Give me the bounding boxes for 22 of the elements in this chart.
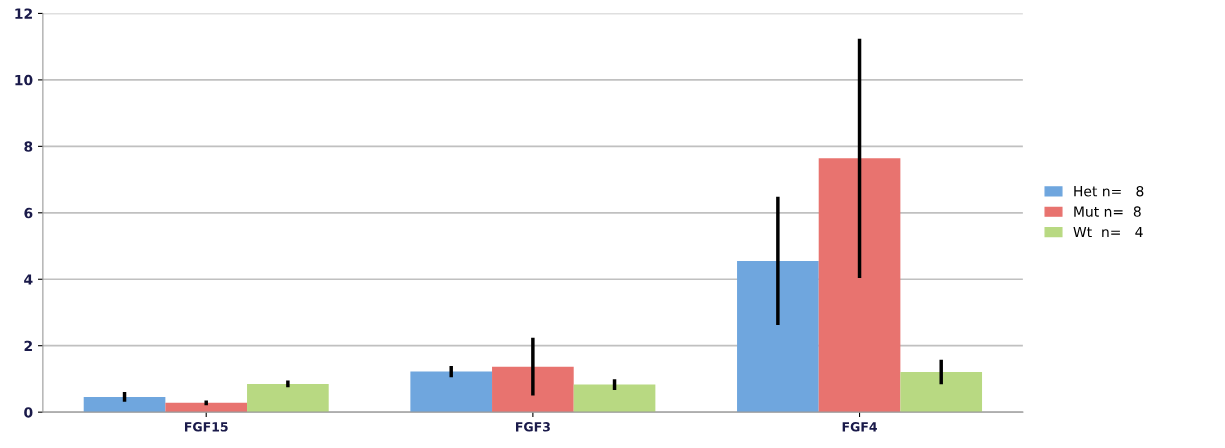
bar [410,371,493,413]
y-tick-label: 8 [24,141,33,152]
legend-label: Wt n= 4 [1073,226,1143,238]
legend-label: Mut n= 8 [1074,206,1141,217]
legend-label: Het n= 8 [1074,185,1144,197]
bar [492,366,574,413]
x-tick-label: FGF4 [842,422,877,432]
bar [165,402,248,413]
bar [247,383,329,413]
bar [818,158,901,413]
x-tick-label: FGF15 [184,422,228,432]
y-tick-label: 10 [15,74,33,86]
x-tick-label: FGF3 [516,422,550,432]
y-tick-label: 2 [24,340,32,351]
bar [573,384,656,413]
y-tick-label: 12 [15,8,32,19]
bar [900,371,983,413]
y-tick-label: 6 [24,207,33,219]
y-tick-label: 4 [24,274,33,285]
bar [737,260,819,413]
y-tick-label: 0 [24,407,33,418]
bar [83,396,166,413]
